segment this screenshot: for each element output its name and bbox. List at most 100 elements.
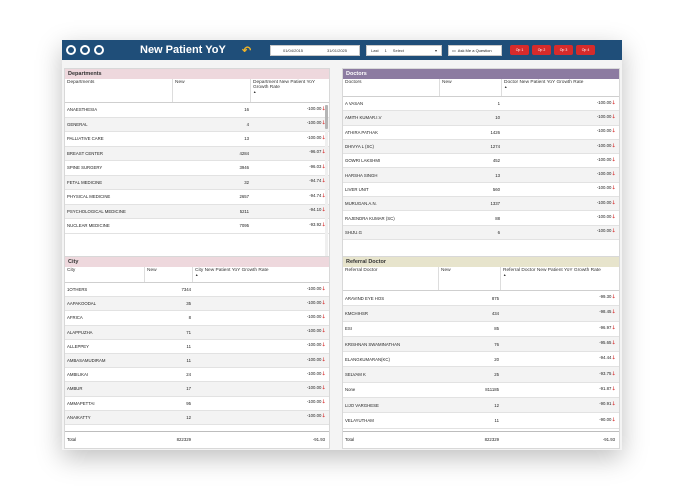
home-icon: [68, 47, 74, 53]
home-nav-button[interactable]: [66, 45, 76, 55]
total-label: Total: [345, 437, 355, 442]
row-name: ANAESTHESIA: [67, 107, 98, 113]
column-header[interactable]: Doctors: [343, 79, 440, 96]
row-name: SHIJU.G: [345, 229, 362, 235]
table-row[interactable]: LIVER UNIT 560 -100.00🡓: [343, 183, 619, 198]
total-new: 822329: [176, 437, 191, 442]
growth-rate-value: -100.00: [306, 120, 322, 126]
row-new-count: 10: [495, 115, 500, 121]
date-range-picker[interactable]: 01/04/2015 31/01/2025: [270, 44, 360, 56]
column-header[interactable]: New: [440, 79, 502, 96]
table-row[interactable]: ARAVIND EYE HOS 875 -99.30🡓: [343, 291, 619, 307]
table-row[interactable]: GOWRI LAKSHMI 452 -100.00🡓: [343, 154, 619, 169]
column-header[interactable]: Doctor New Patient YoY Growth Rate ▲: [502, 79, 617, 96]
ask-label: Ask Me a Question: [457, 47, 492, 53]
filter-select[interactable]: Select: [392, 47, 404, 53]
row-name: ANAIKATTY: [67, 414, 91, 420]
row-new-count: 25: [494, 372, 499, 378]
column-header[interactable]: New: [145, 267, 193, 282]
op-4-button[interactable]: Op 4: [576, 45, 595, 55]
table-row[interactable]: ESI 85 -96.97🡓: [343, 322, 619, 337]
table-row[interactable]: HARSHA SINGH 13 -100.00🡓: [343, 168, 619, 183]
table-header: Doctors New Doctor New Patient YoY Growt…: [343, 79, 619, 97]
column-header[interactable]: New: [173, 79, 251, 102]
row-growth-rate: -100.00🡓: [502, 100, 617, 108]
table-row[interactable]: AMITH KUMAR.I.V 10 -100.00🡓: [343, 111, 619, 126]
info-nav-button[interactable]: [80, 45, 90, 55]
growth-rate-value: -100.00: [306, 285, 322, 291]
table-row[interactable]: ELANGKUMARAN(KC) 20 -94.44🡓: [343, 352, 619, 368]
op-2-button[interactable]: Op 2: [532, 45, 551, 55]
table-row[interactable]: KMCHIHSR 434 -98.45🡓: [343, 306, 619, 322]
total-label: Total: [67, 437, 77, 442]
doctors-table: Doctors New Doctor New Patient YoY Growt…: [343, 79, 619, 240]
table-row[interactable]: SHIJU.G 6 -100.00🡓: [343, 225, 619, 240]
row-name: PSYCHOLOGICAL MEDICINE: [67, 208, 126, 214]
column-header[interactable]: Department New Patient YoY Growth Rate ▲: [251, 79, 327, 102]
down-arrow-icon: 🡓: [612, 99, 615, 106]
dashboard: New Patient YoY ↶ 01/04/2015 31/01/2025 …: [62, 40, 622, 450]
growth-rate-value: -100.00: [306, 370, 322, 376]
table-row[interactable]: AMBUR 17 -100.00🡓: [65, 382, 329, 397]
row-growth-rate: -100.00🡓: [193, 399, 327, 407]
chevron-down-icon: ▾: [434, 47, 437, 53]
table-row[interactable]: RAJENDRA KUMAR (SC) 88 -100.00🡓: [343, 211, 619, 226]
panel-title: Doctors: [343, 69, 619, 79]
column-header[interactable]: Referral Doctor: [343, 267, 439, 290]
table-row[interactable]: AMBILIKAI 24 -100.00🡓: [65, 368, 329, 383]
scrollbar[interactable]: [325, 105, 328, 273]
filter-value[interactable]: 1: [384, 47, 387, 53]
table-row[interactable]: LIJO VARGHESE 12 -90.91🡓: [343, 398, 619, 414]
op-3-button[interactable]: Op 3: [554, 45, 573, 55]
growth-rate-value: -96.97: [599, 324, 612, 330]
scrollbar-thumb[interactable]: [325, 105, 328, 129]
row-name: ELANGKUMARAN(KC): [345, 356, 390, 362]
table-row[interactable]: AMBASAMUDIRAM 11 -100.00🡓: [65, 353, 329, 369]
column-header[interactable]: City New Patient YoY Growth Rate ▲: [193, 267, 327, 282]
table-row[interactable]: GENERAL 4 -100.00🡓: [65, 117, 329, 132]
date-to[interactable]: 31/01/2025: [326, 47, 348, 53]
table-row[interactable]: AAPAKOODAL 35 -100.00🡓: [65, 297, 329, 312]
table-row[interactable]: NUCLEAR MEDICINE 7095 -93.92🡓: [65, 219, 329, 234]
column-header[interactable]: City: [65, 267, 145, 282]
row-name: AMMAPETTAI: [67, 400, 95, 406]
table-row[interactable]: DHIVYA L (SC) 1274 -100.00🡓: [343, 139, 619, 155]
table-row[interactable]: MURUGAN.A.N. 1337 -100.00🡓: [343, 197, 619, 212]
period-filter[interactable]: Last 1 Select ▾: [366, 44, 442, 56]
table-row[interactable]: BREAST CENTER 4284 -96.07🡓: [65, 146, 329, 161]
column-header[interactable]: New: [439, 267, 501, 290]
table-row[interactable]: ALAPPUZHA 71 -100.00🡓: [65, 325, 329, 340]
table-row[interactable]: 1OTHERS 7344 -100.00🡓: [65, 283, 329, 298]
table-row[interactable]: ANAIKATTY 12 -100.00🡓: [65, 410, 329, 425]
table-row[interactable]: AMMAPETTAI 95 -100.00🡓: [65, 397, 329, 411]
table-row[interactable]: ANAESTHESIA 16 -100.00🡓: [65, 103, 329, 118]
table-row[interactable]: PHYSICAL MEDICINE 2657 -94.74🡓: [65, 190, 329, 205]
table-row[interactable]: A VASAN 1 -100.00🡓: [343, 97, 619, 112]
table-row[interactable]: ALLEPPEY 11 -100.00🡓: [65, 340, 329, 354]
table-row[interactable]: PSYCHOLOGICAL MEDICINE 5211 -94.10🡓: [65, 204, 329, 219]
row-name: PALLIATIVE CARE: [67, 136, 104, 142]
table-row[interactable]: SPINE SURGERY 3946 -96.03🡓: [65, 161, 329, 176]
undo-icon[interactable]: ↶: [242, 44, 252, 57]
growth-rate-value: -93.75: [599, 370, 612, 376]
table-row[interactable]: AFRICA 8 -100.00🡓: [65, 311, 329, 326]
row-name: DHIVYA L (SC): [345, 144, 374, 150]
table-row[interactable]: VELAYUTHAM 11 -90.00🡓: [343, 413, 619, 429]
back-nav-button[interactable]: [94, 45, 104, 55]
date-from[interactable]: 01/04/2015: [282, 47, 304, 53]
table-row[interactable]: KRISHNAN SWAMINATHAN 76 -95.65🡓: [343, 336, 619, 353]
row-new-count: 4: [246, 121, 249, 127]
top-bar: New Patient YoY ↶ 01/04/2015 31/01/2025 …: [62, 40, 622, 60]
column-header[interactable]: Departments: [65, 79, 173, 102]
column-header-label: Referral Doctor New Patient YoY Growth R…: [503, 268, 601, 273]
table-row[interactable]: FETAL MEDICINE 32 -94.74🡓: [65, 175, 329, 190]
table-row[interactable]: None 811185 -91.87🡓: [343, 383, 619, 399]
column-header[interactable]: Referral Doctor New Patient YoY Growth R…: [501, 267, 617, 290]
table-row[interactable]: SELVAM K 25 -93.75🡓: [343, 367, 619, 383]
row-name: ALLEPPEY: [67, 343, 89, 349]
op-1-button[interactable]: Op 1: [510, 45, 529, 55]
table-row[interactable]: PALLIATIVE CARE 13 -100.00🡓: [65, 132, 329, 147]
table-row[interactable]: ATHIRA PATHAK 1426 -100.00🡓: [343, 126, 619, 140]
ask-question-button[interactable]: ▭ Ask Me a Question: [448, 44, 502, 56]
row-new-count: 3946: [239, 165, 249, 171]
